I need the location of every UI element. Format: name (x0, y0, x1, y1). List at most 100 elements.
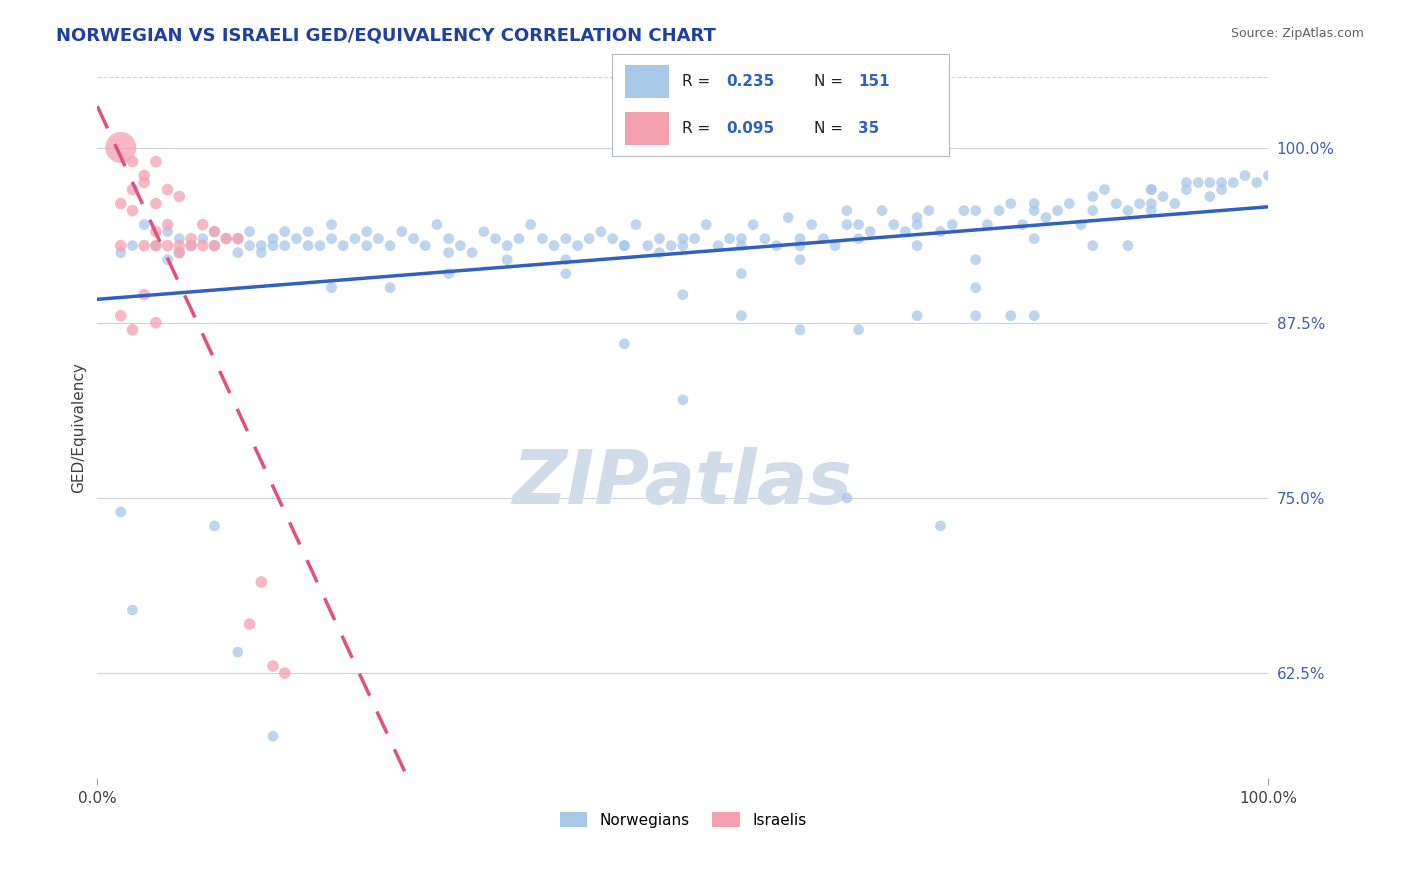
Point (1024, 309, 1046, 323)
Point (321, 218, 343, 232)
Point (274, 666, 297, 681)
Point (496, 238, 519, 252)
Point (730, 232, 752, 246)
Point (1140, 203, 1163, 218)
Point (356, 225, 378, 239)
Point (672, 287, 695, 301)
Point (121, 238, 143, 252)
Point (204, 238, 226, 252)
Text: Source: ZipAtlas.com: Source: ZipAtlas.com (1230, 27, 1364, 40)
Point (894, 225, 917, 239)
Point (848, 323, 870, 337)
Point (1024, 232, 1046, 246)
Point (308, 238, 330, 252)
Point (134, 238, 156, 252)
Point (110, 140, 132, 154)
Point (1246, 176, 1268, 190)
Point (274, 225, 297, 239)
Point (1059, 196, 1081, 211)
Point (391, 225, 413, 239)
Point (226, 645, 249, 659)
Point (343, 232, 366, 246)
Point (835, 491, 858, 505)
Text: 35: 35 (858, 121, 879, 136)
Point (1024, 203, 1046, 218)
Point (824, 238, 846, 252)
Point (905, 238, 928, 252)
Point (262, 659, 284, 673)
Point (1081, 238, 1104, 252)
Point (378, 238, 401, 252)
Point (929, 519, 952, 533)
Point (1046, 203, 1069, 218)
Point (262, 232, 284, 246)
Point (848, 232, 870, 246)
Text: N =: N = (814, 121, 848, 136)
Point (169, 232, 191, 246)
Point (437, 267, 460, 281)
Point (765, 238, 787, 252)
Point (859, 225, 882, 239)
Point (1199, 176, 1222, 190)
Text: N =: N = (814, 74, 848, 88)
Point (226, 232, 249, 246)
Point (321, 232, 343, 246)
Point (883, 218, 905, 232)
Point (191, 238, 214, 252)
Point (285, 232, 308, 246)
Point (1105, 196, 1128, 211)
Point (1152, 189, 1174, 203)
Point (110, 196, 132, 211)
Point (554, 252, 576, 267)
Point (1233, 169, 1256, 183)
Point (659, 238, 682, 252)
Text: R =: R = (682, 74, 716, 88)
Point (145, 316, 167, 330)
Point (262, 238, 284, 252)
Point (134, 169, 156, 183)
Text: NORWEGIAN VS ISRAELI GED/EQUIVALENCY CORRELATION CHART: NORWEGIAN VS ISRAELI GED/EQUIVALENCY COR… (56, 27, 716, 45)
Point (134, 176, 156, 190)
Point (1211, 183, 1233, 197)
Point (1116, 238, 1139, 252)
Point (519, 218, 541, 232)
Point (134, 218, 156, 232)
Point (204, 238, 226, 252)
Point (672, 238, 695, 252)
Point (1000, 309, 1022, 323)
Point (121, 154, 143, 169)
Bar (626, 112, 669, 145)
Point (905, 211, 928, 225)
Point (262, 729, 284, 743)
Point (1140, 183, 1163, 197)
Point (472, 225, 495, 239)
Point (1187, 176, 1209, 190)
Point (648, 232, 671, 246)
Point (730, 238, 752, 252)
Point (637, 238, 659, 252)
Point (215, 232, 238, 246)
Point (250, 238, 273, 252)
Point (156, 183, 179, 197)
Point (567, 238, 589, 252)
Point (169, 245, 191, 260)
Point (191, 218, 214, 232)
Point (953, 203, 976, 218)
Point (156, 252, 179, 267)
Point (437, 245, 460, 260)
Point (789, 232, 811, 246)
Point (110, 238, 132, 252)
Point (965, 309, 987, 323)
Point (156, 218, 179, 232)
Point (484, 232, 506, 246)
Point (589, 225, 612, 239)
Point (1164, 196, 1187, 211)
Point (965, 281, 987, 295)
Point (180, 238, 202, 252)
Point (1035, 211, 1057, 225)
Point (426, 218, 449, 232)
Point (145, 196, 167, 211)
Point (250, 245, 273, 260)
Point (1211, 176, 1233, 190)
Point (870, 203, 893, 218)
